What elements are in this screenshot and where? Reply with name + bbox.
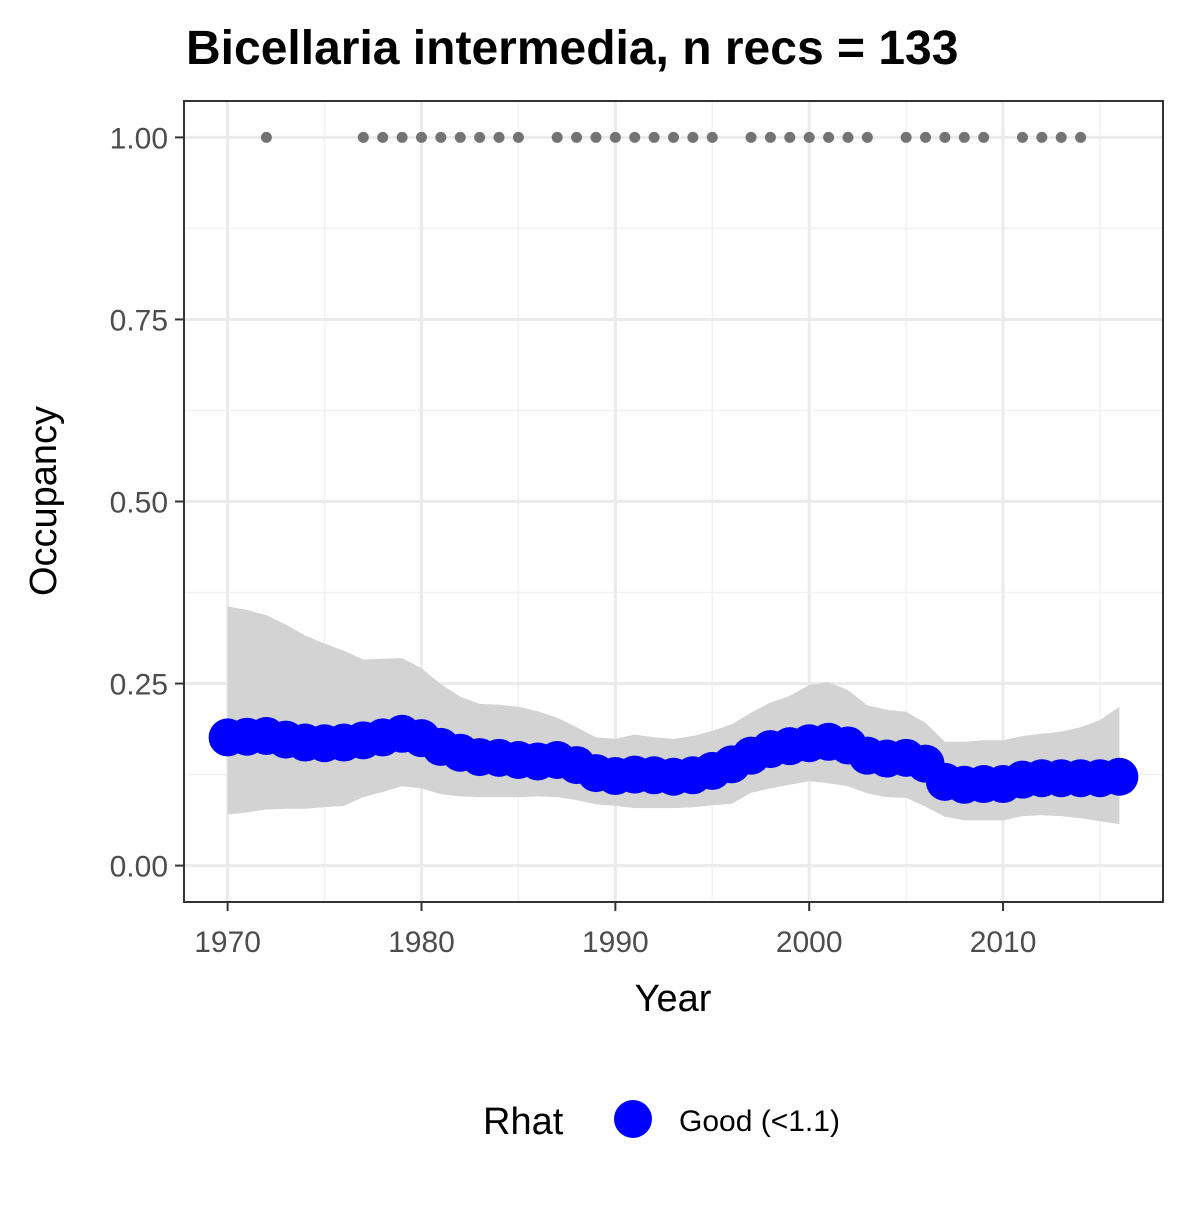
record-point	[512, 131, 524, 143]
record-point	[415, 131, 427, 143]
record-point	[745, 131, 757, 143]
legend-key-good	[614, 1100, 652, 1138]
x-tick-label: 1970	[194, 926, 261, 959]
record-point	[1016, 131, 1028, 143]
record-point	[571, 131, 583, 143]
y-tick-label: 0.75	[110, 304, 168, 337]
series-point	[1100, 757, 1139, 796]
record-point	[1036, 131, 1048, 143]
record-point	[803, 131, 815, 143]
legend: Rhat Good (<1.1)	[483, 1100, 840, 1143]
record-point	[861, 131, 873, 143]
record-point	[958, 131, 970, 143]
x-tick-label: 1990	[582, 926, 649, 959]
record-point	[474, 131, 486, 143]
record-points-layer	[260, 131, 1087, 143]
x-axis-title: Year	[635, 978, 712, 1020]
record-point	[706, 131, 718, 143]
record-point	[1055, 131, 1067, 143]
record-point	[764, 131, 776, 143]
record-point	[648, 131, 660, 143]
record-point	[668, 131, 679, 143]
legend-title: Rhat	[483, 1101, 564, 1143]
record-point	[377, 131, 389, 143]
record-point	[454, 131, 466, 143]
x-axis: 1970 1980 1990 2000 2010	[194, 902, 1036, 959]
record-point	[609, 131, 621, 143]
record-point	[900, 131, 912, 143]
record-point	[396, 131, 408, 143]
y-tick-label: 0.50	[110, 487, 168, 520]
x-tick-label: 2010	[970, 926, 1037, 959]
record-point	[1075, 131, 1087, 143]
record-point	[435, 131, 447, 143]
legend-label-good: Good (<1.1)	[679, 1105, 840, 1138]
record-point	[823, 131, 835, 143]
y-axis-title: Occupancy	[23, 406, 65, 596]
record-point	[629, 131, 641, 143]
record-point	[260, 131, 272, 143]
record-point	[939, 131, 951, 143]
x-tick-label: 1980	[388, 926, 455, 959]
y-tick-label: 0.00	[110, 851, 168, 884]
y-tick-label: 1.00	[110, 122, 168, 155]
record-point	[493, 131, 505, 143]
record-point	[784, 131, 796, 143]
plot-panel	[183, 100, 1164, 903]
y-axis: 0.00 0.25 0.50 0.75 1.00	[110, 122, 184, 884]
record-point	[978, 131, 990, 143]
x-tick-label: 2000	[776, 926, 843, 959]
record-point	[842, 131, 854, 143]
occupancy-series-layer	[208, 714, 1139, 804]
record-point	[687, 131, 699, 143]
record-point	[920, 131, 932, 143]
record-point	[590, 131, 602, 143]
chart-title: Bicellaria intermedia, n recs = 133	[186, 22, 958, 75]
y-tick-label: 0.25	[110, 669, 168, 702]
record-point	[357, 131, 369, 143]
record-point	[551, 131, 563, 143]
